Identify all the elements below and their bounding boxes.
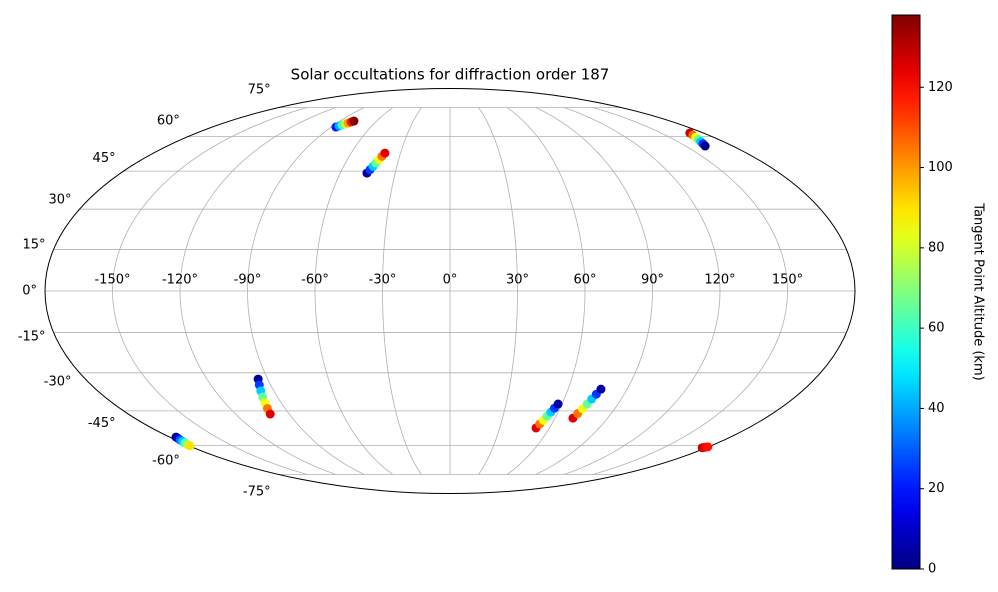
- grid-line: [112, 107, 308, 475]
- colorbar-tick-label: 80: [928, 240, 945, 255]
- grid-line: [179, 107, 336, 475]
- grid-line: [506, 107, 586, 475]
- colorbar: [891, 14, 921, 570]
- colorbar-tick-label: 100: [928, 160, 953, 175]
- x-tick-label: 0°: [443, 273, 458, 288]
- x-tick-label: 120°: [704, 273, 735, 288]
- x-tick-label: 60°: [573, 273, 596, 288]
- grid-line: [564, 107, 721, 475]
- y-tick-label: 0°: [22, 284, 37, 299]
- points: [171, 116, 713, 453]
- grid-line: [247, 107, 365, 475]
- grid-line: [314, 107, 394, 475]
- map-boundary: [44, 88, 856, 494]
- data-point: [553, 399, 563, 409]
- colorbar-tick-label: 120: [928, 80, 953, 95]
- x-tick-label: 30°: [506, 273, 529, 288]
- colorbar-tick-label: 20: [928, 481, 945, 496]
- grid-line: [592, 107, 788, 475]
- grid-line: [382, 107, 422, 475]
- y-tick-label: 45°: [93, 151, 116, 166]
- y-tick-label: -30°: [44, 374, 72, 389]
- x-tick-label: 90°: [641, 273, 664, 288]
- x-tick-label: -150°: [94, 273, 130, 288]
- x-tick-label: -60°: [301, 273, 329, 288]
- colorbar-tick-label: 0: [928, 562, 936, 577]
- colorbar-tick-label: 60: [928, 321, 945, 336]
- chart-title: Solar occultations for diffraction order…: [291, 66, 610, 84]
- y-tick-label: 60°: [157, 114, 180, 129]
- grid-line: [535, 107, 653, 475]
- x-tick-label: -90°: [234, 273, 262, 288]
- grid: [45, 107, 855, 475]
- x-tick-label: 150°: [772, 273, 803, 288]
- data-point: [349, 116, 359, 126]
- data-point: [185, 441, 195, 451]
- grid-line: [478, 107, 518, 475]
- y-tick-label: -45°: [88, 416, 116, 431]
- colorbar-tick-label: 40: [928, 401, 945, 416]
- y-tick-label: -75°: [243, 484, 271, 499]
- y-tick-label: -15°: [18, 330, 46, 345]
- data-point: [700, 141, 710, 151]
- x-tick-label: -120°: [162, 273, 198, 288]
- data-point: [703, 442, 713, 452]
- data-point: [596, 384, 606, 394]
- data-point: [265, 409, 275, 419]
- y-tick-label: 30°: [48, 193, 71, 208]
- y-tick-label: 15°: [23, 237, 46, 252]
- colorbar-label: Tangent Point Altitude (km): [971, 202, 986, 380]
- x-tick-label: -30°: [369, 273, 397, 288]
- data-point: [380, 148, 390, 158]
- y-tick-label: -60°: [152, 453, 180, 468]
- y-tick-label: 75°: [248, 83, 271, 98]
